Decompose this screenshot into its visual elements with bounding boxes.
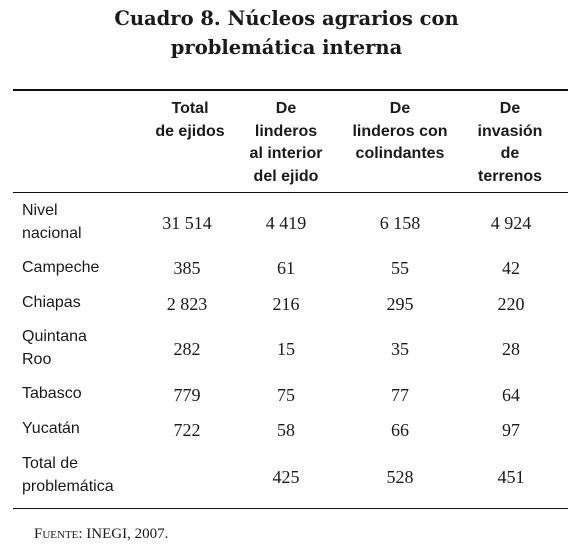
top-rule	[13, 89, 568, 91]
source-text: : INEGI, 2007.	[78, 526, 169, 542]
row-label-total-problematica: Total de problemática	[22, 455, 114, 495]
row-label-tabasco: Tabasco	[22, 385, 82, 402]
column-header-invasion-terrenos: De invasión de terrenos	[477, 100, 543, 185]
cell-campeche-total-ejidos: 385	[173, 258, 201, 278]
cell-campeche-linderos-interior: 61	[277, 258, 295, 278]
header-rule	[13, 192, 568, 193]
cell-quintana-roo-invasion: 28	[502, 339, 520, 359]
cell-chiapas-linderos-colindantes: 295	[386, 294, 414, 314]
cell-chiapas-total-ejidos: 2 823	[166, 294, 208, 314]
row-label-campeche: Campeche	[22, 259, 100, 276]
cell-tabasco-linderos-colindantes: 77	[391, 385, 409, 405]
cell-chiapas-linderos-interior: 216	[272, 294, 300, 314]
cell-chiapas-invasion: 220	[497, 294, 525, 314]
table-title-line-2: problemática interna	[170, 36, 403, 59]
bottom-rule	[13, 508, 568, 509]
cell-nivel-nacional-linderos-interior: 4 419	[265, 213, 307, 233]
row-label-yucatan: Yucatán	[22, 420, 80, 437]
table-title: Cuadro 8. Núcleos agrarios con	[114, 7, 459, 30]
cell-campeche-linderos-colindantes: 55	[391, 258, 409, 278]
cell-quintana-roo-linderos-colindantes: 35	[391, 339, 409, 359]
cell-yucatan-total-ejidos: 722	[173, 420, 201, 440]
cell-nivel-nacional-total-ejidos: 31 514	[162, 213, 212, 233]
column-header-linderos-colindantes: De linderos con colindantes	[352, 100, 448, 162]
cell-yucatan-linderos-colindantes: 66	[391, 420, 409, 440]
cell-tabasco-total-ejidos: 779	[173, 385, 201, 405]
source-label: Fuente	[34, 526, 79, 542]
source-note: Fuente: INEGI, 2007.	[34, 526, 168, 543]
column-header-total-ejidos: Total de ejidos	[155, 100, 225, 140]
cell-yucatan-linderos-interior: 58	[277, 420, 295, 440]
cell-total-problematica-linderos-colindantes: 528	[386, 467, 414, 487]
cell-nivel-nacional-linderos-colindantes: 6 158	[379, 213, 421, 233]
cell-total-problematica-invasion: 451	[497, 467, 525, 487]
row-label-chiapas: Chiapas	[22, 294, 81, 311]
row-label-quintana-roo: Quintana Roo	[22, 328, 87, 368]
cell-total-problematica-linderos-interior: 425	[272, 467, 300, 487]
cell-campeche-invasion: 42	[502, 258, 520, 278]
cell-tabasco-linderos-interior: 75	[277, 385, 295, 405]
cell-quintana-roo-linderos-interior: 15	[277, 339, 295, 359]
cell-nivel-nacional-invasion: 4 924	[490, 213, 532, 233]
row-label-nivel-nacional: Nivel nacional	[22, 202, 82, 242]
column-header-linderos-interior: De linderos al interior del ejido	[249, 100, 323, 185]
cell-tabasco-invasion: 64	[502, 385, 520, 405]
cell-quintana-roo-total-ejidos: 282	[173, 339, 201, 359]
cell-yucatan-invasion: 97	[502, 420, 520, 440]
